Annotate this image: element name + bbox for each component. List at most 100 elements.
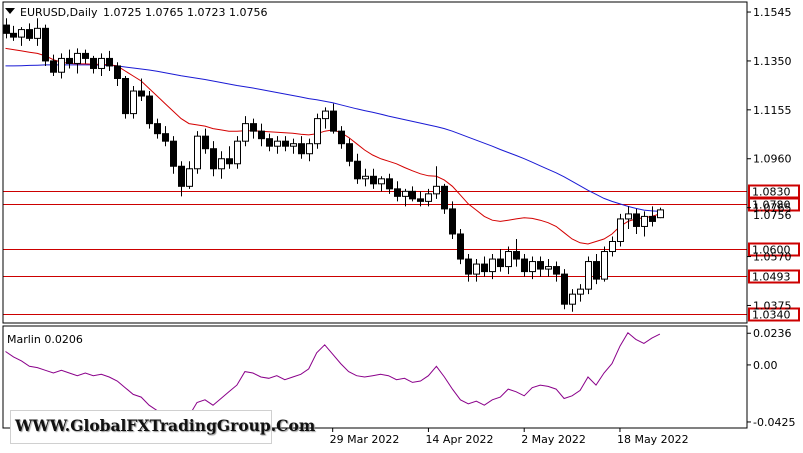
candle bbox=[386, 173, 393, 194]
candle-body-bull bbox=[242, 123, 249, 142]
candle bbox=[433, 166, 440, 199]
candle-body-bull bbox=[218, 158, 225, 170]
candle-body-bear bbox=[338, 130, 345, 145]
candle-body-bear bbox=[417, 198, 424, 202]
candle bbox=[18, 27, 25, 46]
candle bbox=[314, 113, 321, 149]
candle bbox=[122, 75, 129, 119]
candle-body-bear bbox=[250, 123, 257, 132]
candle bbox=[473, 259, 480, 282]
candle-body-bull bbox=[569, 293, 576, 305]
candle-body-bull bbox=[585, 261, 592, 290]
candle bbox=[74, 48, 81, 74]
candle-body-bear bbox=[170, 140, 177, 167]
candle-body-bear bbox=[537, 261, 544, 270]
candle bbox=[162, 126, 169, 147]
candle bbox=[90, 55, 97, 74]
candle-body-bull bbox=[378, 178, 385, 185]
candle bbox=[282, 136, 289, 152]
candle bbox=[354, 153, 361, 184]
candle bbox=[545, 259, 552, 277]
candle bbox=[34, 18, 41, 46]
candle-body-bear bbox=[66, 57, 73, 64]
candle-body-bull bbox=[362, 175, 369, 180]
y-tick-label: 1.1155 bbox=[753, 104, 792, 117]
candle bbox=[210, 141, 217, 177]
candle bbox=[465, 254, 472, 282]
candle-body-bull bbox=[130, 90, 137, 115]
candle-body-bear bbox=[561, 273, 568, 305]
candle bbox=[218, 151, 225, 179]
candle bbox=[553, 261, 560, 282]
candle bbox=[242, 116, 249, 147]
marlin-plot[interactable] bbox=[5, 331, 661, 422]
candle bbox=[170, 136, 177, 174]
candle bbox=[114, 62, 121, 87]
marlin-label: Marlin 0.0206 bbox=[7, 333, 83, 346]
candle bbox=[657, 207, 664, 219]
candle bbox=[42, 24, 49, 66]
candle bbox=[298, 136, 305, 159]
candle bbox=[425, 188, 432, 207]
candle bbox=[441, 183, 448, 214]
candle bbox=[290, 138, 297, 154]
candle bbox=[194, 131, 201, 174]
candle bbox=[66, 49, 73, 69]
candle bbox=[505, 246, 512, 275]
candle bbox=[378, 176, 385, 192]
candle-body-bull bbox=[641, 215, 648, 227]
candle-body-bear bbox=[593, 261, 600, 280]
candle bbox=[402, 188, 409, 207]
y-tick-label: 1.0765 bbox=[753, 202, 792, 215]
candle bbox=[370, 168, 377, 189]
candle bbox=[202, 128, 209, 154]
candle-body-bear bbox=[449, 208, 456, 235]
candle-body-bull bbox=[186, 168, 193, 187]
y-tick-label: 1.0960 bbox=[753, 153, 792, 166]
candle-body-bull bbox=[34, 27, 41, 39]
candle-body-bull bbox=[489, 258, 496, 273]
candle bbox=[226, 146, 233, 169]
candle-body-bear bbox=[50, 60, 57, 73]
level-label-inner bbox=[750, 186, 798, 197]
symbol-label: EURUSD,Daily bbox=[20, 6, 98, 19]
level-label-inner bbox=[750, 309, 798, 320]
candle bbox=[178, 161, 185, 197]
level-label-inner bbox=[750, 244, 798, 255]
marlin-tick-label: 0.00 bbox=[753, 359, 778, 372]
marlin-plot-frame bbox=[2, 325, 748, 429]
candle bbox=[98, 53, 105, 76]
candle bbox=[186, 161, 193, 189]
candle-body-bear bbox=[146, 95, 153, 125]
y-tick-label: 1.1350 bbox=[753, 55, 792, 68]
x-tick-label: 2 May 2022 bbox=[521, 433, 586, 446]
axes: 1.1545 1.1350 1.1155 1.0960 1.0765 1.0570 1.03… bbox=[2, 1, 795, 446]
candle-body-bear bbox=[178, 165, 185, 187]
candle-body-bear bbox=[106, 57, 113, 67]
candle-body-bull bbox=[314, 118, 321, 145]
candle-body-bear bbox=[10, 32, 17, 38]
candle bbox=[641, 211, 648, 237]
y-tick-label: 1.0570 bbox=[753, 251, 792, 264]
candle-body-bull bbox=[657, 209, 664, 219]
candle-body-bull bbox=[402, 190, 409, 197]
candle bbox=[106, 50, 113, 71]
candle-body-bull bbox=[18, 29, 25, 38]
candle-body-bear bbox=[42, 27, 49, 62]
triangle-down-icon[interactable] bbox=[5, 8, 15, 14]
ohlc-readout: 1.0725 1.0765 1.0723 1.0756 bbox=[103, 6, 267, 19]
candle-body-bear bbox=[154, 123, 161, 135]
level-label-inner bbox=[750, 199, 798, 210]
candle bbox=[146, 91, 153, 129]
candle bbox=[529, 256, 536, 280]
candle bbox=[266, 133, 273, 152]
level-label: 1.0340 bbox=[752, 309, 791, 322]
candle-body-bear bbox=[138, 90, 145, 97]
candle bbox=[617, 213, 624, 247]
candle-body-bull bbox=[505, 251, 512, 268]
candle-body-bear bbox=[298, 143, 305, 155]
watermark-banner: WWW.GlobalFXTradingGroup.Com bbox=[10, 410, 315, 444]
candle-body-bull bbox=[306, 143, 313, 155]
candle bbox=[649, 206, 656, 227]
